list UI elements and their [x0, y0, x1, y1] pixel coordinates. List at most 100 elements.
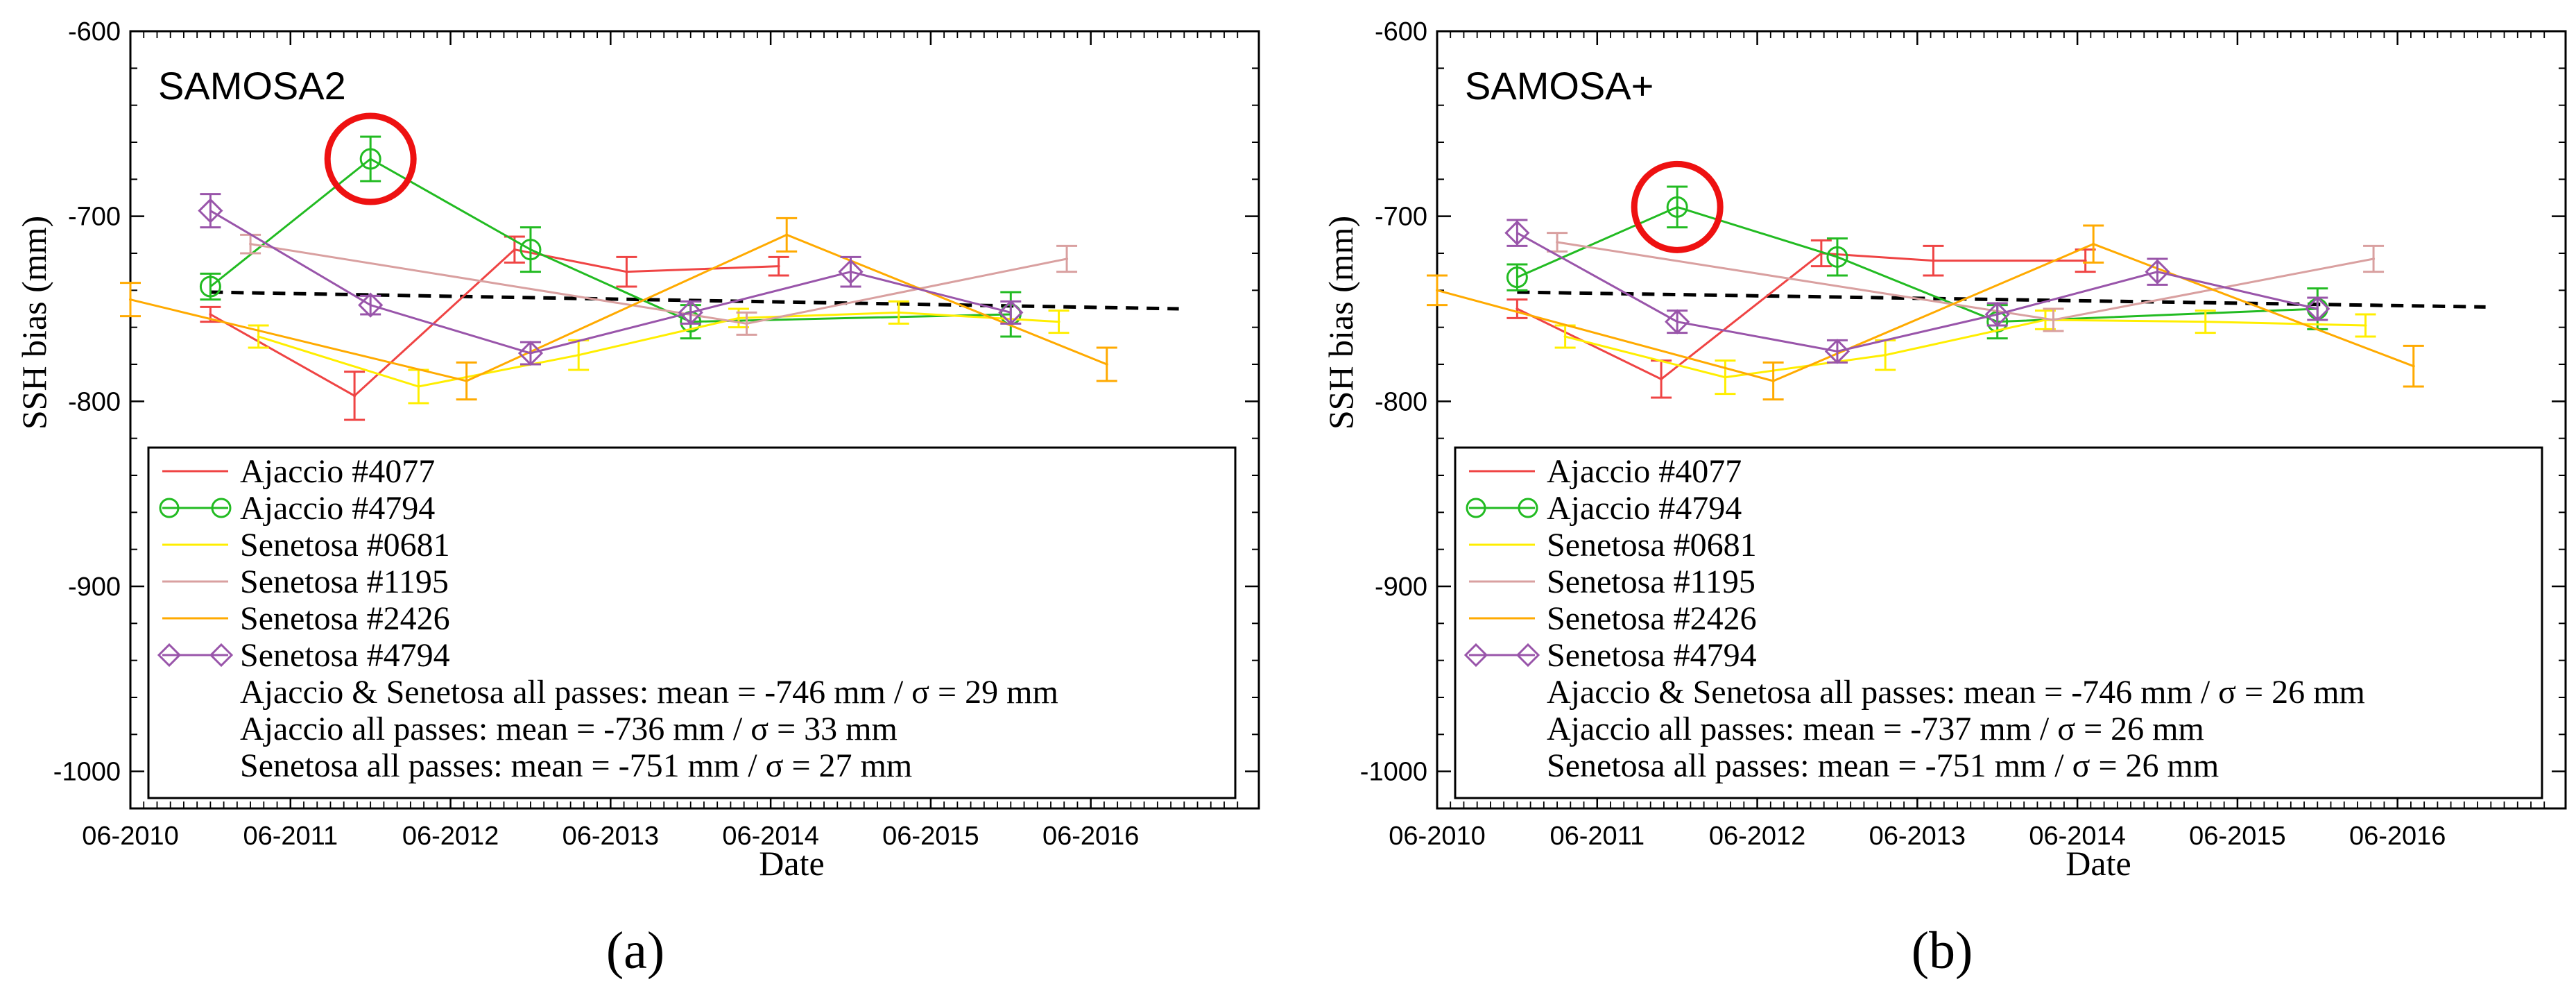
data-point — [513, 248, 516, 251]
series-5 — [1504, 219, 2330, 364]
data-point-circle — [1506, 266, 1528, 289]
data-point — [1105, 363, 1108, 366]
legend-stat-text: Ajaccio & Senetosa all passes: mean = -7… — [1547, 674, 2365, 711]
series-1 — [1506, 185, 2328, 340]
data-point-diamond — [838, 259, 864, 285]
data-point — [129, 298, 132, 301]
data-point — [1660, 378, 1663, 381]
legend-marker-circle — [159, 498, 180, 518]
legend-box — [147, 446, 1237, 799]
legend-label: Senetosa #4794 — [1547, 637, 1757, 674]
legend-label: Senetosa #4794 — [240, 637, 450, 674]
series-line — [1516, 232, 2318, 353]
data-point — [1057, 320, 1061, 323]
y-axis-title: SSH bias (mm) — [1321, 216, 1360, 430]
x-tick-label: 06-2013 — [563, 822, 659, 851]
y-tick-label: -700 — [1375, 203, 1427, 232]
legend-label: Senetosa #0681 — [240, 527, 450, 563]
legend-marker-circle — [211, 498, 232, 518]
legend-marker-diamond — [209, 643, 234, 668]
y-axis-title: SSH bias (mm) — [15, 216, 53, 430]
legend-marker-circle — [1466, 498, 1486, 518]
legend-label: Senetosa #1195 — [240, 563, 449, 600]
legend-stat-text: Ajaccio all passes: mean = -737 mm / σ =… — [1547, 711, 2204, 747]
series-4 — [120, 217, 1117, 401]
data-point — [257, 335, 260, 338]
y-tick-label: -600 — [1375, 17, 1427, 46]
trend-line — [1517, 290, 2486, 309]
data-point — [353, 394, 357, 398]
data-point-diamond — [1984, 301, 2010, 328]
x-tick-label: 06-2014 — [722, 822, 818, 851]
series-line — [250, 243, 1067, 325]
x-tick-label: 06-2012 — [1709, 822, 1805, 851]
data-point — [2092, 242, 2095, 246]
data-point — [745, 322, 748, 325]
panel-sub-label: (a) — [606, 922, 664, 980]
series-5 — [198, 193, 1024, 366]
x-tick-label: 06-2015 — [882, 822, 979, 851]
series-line — [258, 311, 1059, 388]
panel-sub-label: (b) — [1912, 922, 1973, 980]
data-point — [785, 233, 789, 237]
series-0 — [1506, 239, 2096, 399]
data-point-diamond — [1665, 309, 1690, 334]
legend-label: Senetosa #2426 — [240, 600, 450, 637]
y-tick-label: -700 — [68, 203, 121, 232]
legend-stat-text: Senetosa all passes: mean = -751 mm / σ … — [240, 747, 912, 784]
data-point — [1724, 375, 1727, 379]
data-point — [417, 385, 420, 388]
data-point — [249, 242, 252, 246]
chart-panel-b: -1000 -900 -800 -700 -600 06-2010 06-2011 06-20… — [1321, 17, 2567, 980]
x-tick-label: 06-2014 — [2029, 822, 2125, 851]
data-point — [777, 264, 780, 268]
panel-title: SAMOSA+ — [1465, 64, 1654, 108]
data-point-circle — [520, 239, 542, 261]
x-axis-title: Date — [2066, 844, 2131, 883]
legend-marker-diamond — [1515, 643, 1540, 668]
series-2 — [1554, 309, 2376, 396]
series-line — [209, 210, 1011, 355]
series-3 — [1547, 232, 2385, 332]
data-point — [1436, 289, 1439, 292]
y-tick-label: -1000 — [53, 758, 121, 787]
x-tick-label: 06-2011 — [243, 822, 338, 851]
legend-label: Senetosa #2426 — [1547, 600, 1757, 637]
data-point — [2364, 324, 2367, 327]
x-tick-label: 06-2010 — [82, 822, 178, 851]
legend-label: Ajaccio #4794 — [240, 490, 435, 527]
data-point-diamond — [1824, 339, 1851, 364]
series-line — [1565, 319, 2366, 379]
data-point-diamond — [2145, 259, 2170, 285]
data-point — [1556, 241, 1559, 244]
data-point — [1065, 257, 1069, 260]
panel-title: SAMOSA2 — [158, 64, 346, 108]
data-point — [577, 353, 581, 357]
x-tick-label: 06-2011 — [1549, 822, 1645, 851]
legend-label: Senetosa #1195 — [1547, 563, 1755, 600]
data-point — [1515, 307, 1519, 310]
chart-panel-a: -1000 -900 -800 -700 -600 06-2010 06-2011 06-20… — [15, 17, 1260, 980]
data-point-diamond — [198, 198, 223, 223]
series-line — [1516, 252, 2086, 381]
data-point — [1884, 353, 1887, 357]
data-point-circle — [1826, 246, 1848, 268]
data-point-circle — [1666, 196, 1688, 218]
series-0 — [200, 235, 789, 421]
legend-label: Ajaccio #4077 — [1547, 453, 1742, 490]
series-4 — [1427, 224, 2424, 401]
x-tick-label: 06-2012 — [402, 822, 499, 851]
data-point-diamond — [998, 300, 1024, 325]
x-tick-label: 06-2016 — [1042, 822, 1139, 851]
y-tick-label: -900 — [1375, 572, 1427, 602]
y-tick-label: -600 — [68, 17, 121, 46]
legend-marker-diamond — [157, 643, 182, 668]
data-point-diamond — [517, 340, 544, 366]
x-tick-label: 06-2013 — [1869, 822, 1966, 851]
legend-label: Ajaccio #4794 — [1547, 490, 1742, 527]
y-tick-label: -800 — [1375, 387, 1427, 416]
series-line — [1436, 243, 2414, 382]
data-point — [2084, 259, 2087, 262]
